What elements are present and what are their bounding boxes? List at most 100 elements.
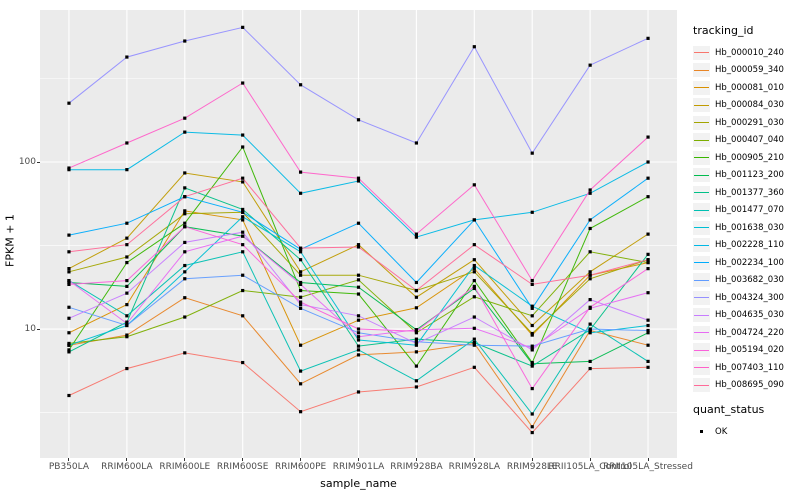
data-point <box>183 351 187 355</box>
data-point <box>125 221 129 225</box>
data-point <box>125 255 129 259</box>
x-tick-label: RRIM928LE <box>506 462 558 472</box>
legend-key-swatch <box>693 290 710 305</box>
data-point <box>298 246 303 250</box>
legend-item-label: Hb_004324_300 <box>715 292 784 303</box>
legend-key-swatch <box>693 98 710 113</box>
legend-item-label: Hb_001477_070 <box>715 205 784 216</box>
x-axis-title: sample_name <box>320 477 397 490</box>
data-point <box>646 176 650 180</box>
legend-key-swatch <box>693 220 710 235</box>
data-point <box>356 118 361 122</box>
legend-key-swatch <box>693 185 710 200</box>
data-point <box>125 55 129 59</box>
data-point <box>646 323 650 328</box>
data-point <box>356 353 361 357</box>
data-point <box>67 280 71 285</box>
legend-item: Hb_002228_110 <box>693 237 799 255</box>
data-point <box>356 285 361 289</box>
legend-line-icon <box>694 174 709 176</box>
data-point <box>414 280 419 285</box>
y-tick-label: 10 <box>24 323 36 334</box>
data-point <box>414 235 419 239</box>
legend-key-swatch <box>693 255 710 270</box>
legend-item: Hb_001638_030 <box>693 219 799 237</box>
data-point <box>125 321 129 326</box>
legend-title-quant-status: quant_status <box>693 403 765 416</box>
legend-line-icon <box>694 297 709 299</box>
data-point <box>356 176 361 180</box>
data-point <box>530 425 534 429</box>
data-point <box>472 365 476 369</box>
legend-quant-label: OK <box>715 426 728 437</box>
data-point <box>356 278 361 282</box>
legend-key-swatch <box>693 378 710 393</box>
data-point <box>241 180 245 184</box>
legend-item-label: Hb_007403_110 <box>715 362 784 373</box>
data-point <box>472 326 476 330</box>
data-point <box>530 304 534 308</box>
data-point <box>356 331 361 335</box>
legend-item-label: Hb_000081_010 <box>715 82 784 93</box>
legend-line-icon <box>694 87 709 89</box>
data-point <box>67 341 71 346</box>
x-tick-mark <box>473 458 475 461</box>
data-point <box>125 366 129 371</box>
legend-key-swatch <box>693 150 710 165</box>
data-point <box>183 221 187 225</box>
data-point <box>241 218 245 222</box>
legend-line-icon <box>694 227 709 229</box>
legend-key-swatch <box>693 308 710 323</box>
data-point <box>298 280 303 285</box>
data-point <box>472 263 476 268</box>
data-point <box>241 25 245 29</box>
data-point <box>646 135 650 139</box>
legend-item-label: Hb_000059_340 <box>715 65 784 76</box>
data-point <box>646 260 650 265</box>
data-point <box>356 318 361 322</box>
data-point <box>241 230 245 234</box>
data-point <box>646 343 650 347</box>
data-point <box>67 282 71 287</box>
x-tick-label: RRIM928BA <box>390 462 443 472</box>
data-point <box>588 270 592 274</box>
legend-item-label: Hb_004724_220 <box>715 327 784 338</box>
data-point <box>241 250 245 254</box>
legend-item: Hb_000081_010 <box>693 79 799 97</box>
data-point <box>241 81 245 85</box>
data-point <box>298 83 303 87</box>
data-point <box>298 273 303 277</box>
data-point <box>646 331 650 335</box>
legend-line-icon <box>694 367 709 369</box>
data-point <box>183 209 187 213</box>
x-tick-mark <box>126 458 128 461</box>
data-point <box>646 318 650 322</box>
x-tick-label: RRIM600LE <box>159 462 211 472</box>
legend-item-label: Hb_001123_200 <box>715 170 784 181</box>
data-point <box>588 298 592 302</box>
data-point <box>298 369 303 373</box>
data-point <box>241 360 245 365</box>
data-point <box>241 314 245 318</box>
data-point <box>241 207 245 212</box>
legend-key-swatch <box>693 238 710 253</box>
data-point <box>67 233 71 237</box>
data-point <box>588 322 592 326</box>
data-point <box>646 252 650 256</box>
data-point <box>530 306 534 310</box>
legend-line-icon <box>694 104 709 106</box>
data-point <box>183 270 187 274</box>
data-point <box>298 295 303 299</box>
data-point <box>530 323 534 328</box>
data-point <box>67 393 71 398</box>
y-tick-label: 100 <box>18 156 36 167</box>
data-point <box>67 305 71 309</box>
data-point <box>298 282 303 287</box>
data-point <box>588 366 592 371</box>
legend-item-label: Hb_000084_030 <box>715 100 784 111</box>
data-point <box>588 359 592 364</box>
legend-item-label: Hb_002228_110 <box>715 240 784 251</box>
legend-key-swatch <box>693 273 710 288</box>
legend-item: Hb_007403_110 <box>693 359 799 377</box>
